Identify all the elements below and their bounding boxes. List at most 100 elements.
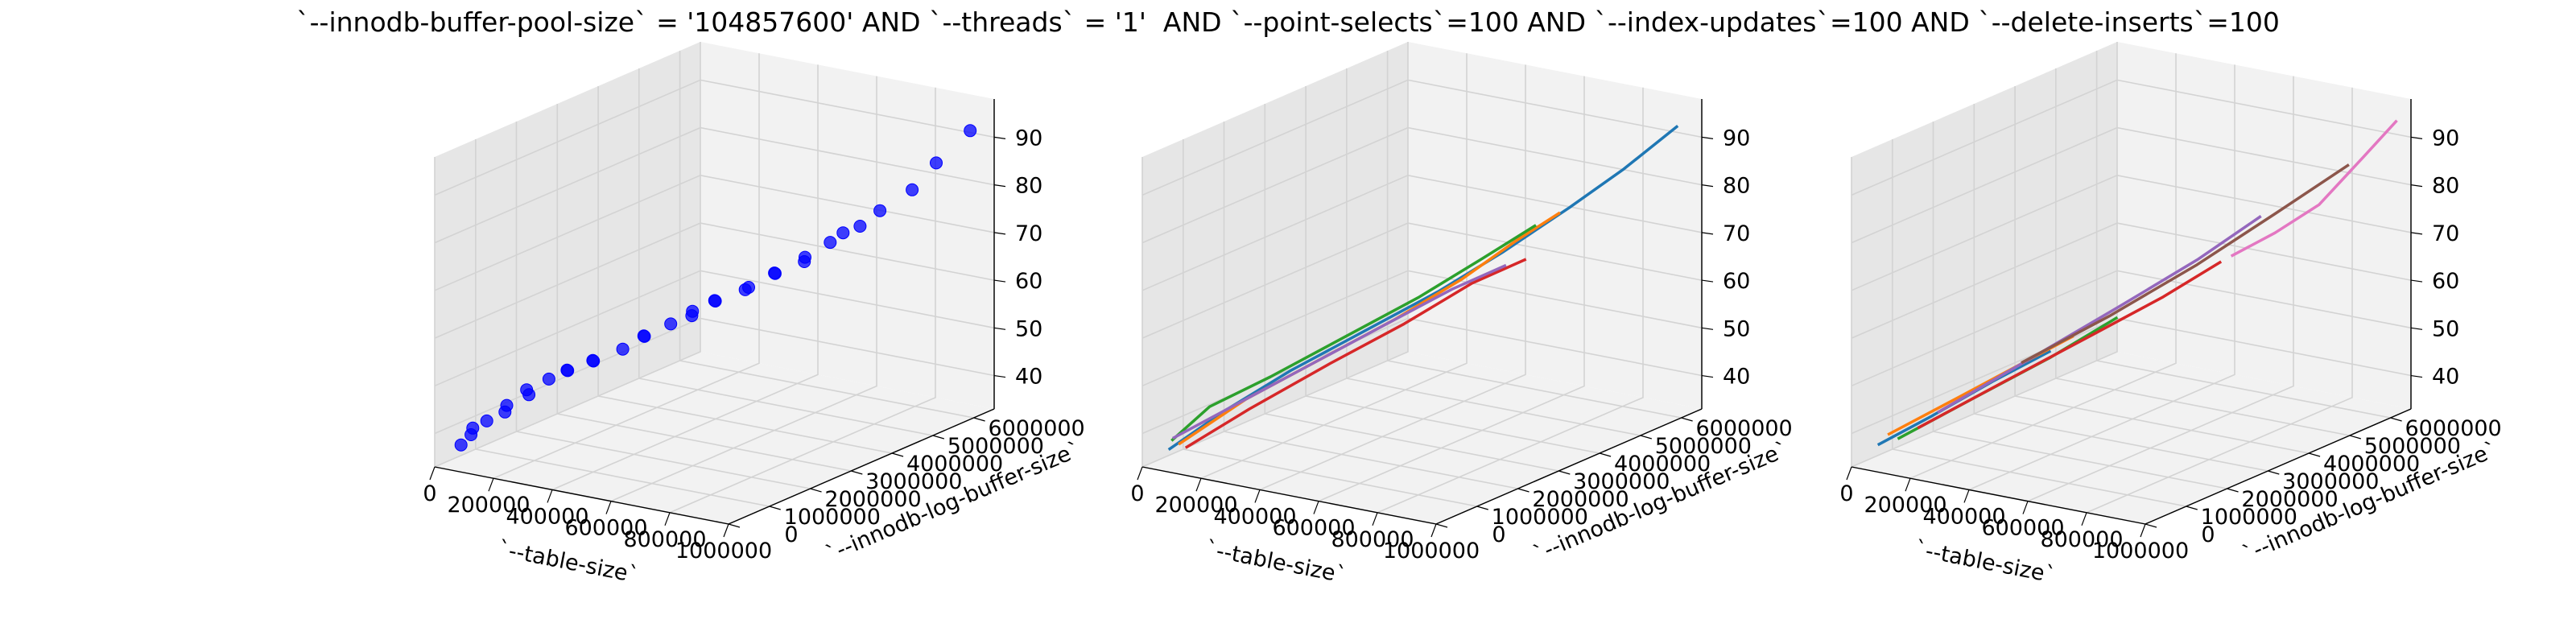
grid-line-y bbox=[2055, 68, 2350, 436]
back-pane bbox=[1408, 42, 1702, 409]
x-axis-label: `--table-size` bbox=[1203, 537, 1348, 588]
y-tick-label: 3000000 bbox=[1573, 469, 1670, 494]
y-tick-mark bbox=[2390, 417, 2402, 422]
z-tick-mark bbox=[2410, 184, 2423, 188]
x-tick-label: 200000 bbox=[1864, 493, 1946, 518]
y-tick-label: 5000000 bbox=[947, 434, 1044, 459]
x-tick-mark bbox=[429, 466, 436, 481]
x-tick-label: 200000 bbox=[447, 493, 530, 518]
z-tick-label: 60 bbox=[1015, 269, 1042, 294]
z-tick-label: 70 bbox=[1015, 221, 1042, 246]
grid-line-z bbox=[1851, 126, 2412, 244]
series-line-6 bbox=[2021, 163, 2350, 365]
grid-line-x bbox=[1968, 64, 2235, 491]
series-line-5 bbox=[1937, 215, 2262, 414]
data-point bbox=[873, 204, 887, 217]
y-tick-mark bbox=[932, 435, 945, 440]
y-tick-label: 2000000 bbox=[1532, 487, 1629, 512]
grid-line-y bbox=[1932, 122, 2227, 489]
data-point bbox=[664, 317, 678, 331]
y-tick-label: 4000000 bbox=[1614, 452, 1711, 477]
series-line-7 bbox=[2230, 119, 2398, 258]
grid-line-x bbox=[551, 64, 819, 491]
z-tick-label: 50 bbox=[1723, 316, 1750, 341]
z-tick-mark bbox=[993, 184, 1006, 188]
x-axis-line bbox=[434, 466, 729, 525]
y-tick-label: 0 bbox=[1492, 522, 1505, 547]
y-tick-label: 0 bbox=[2201, 522, 2215, 547]
grid-line-y bbox=[1183, 139, 1477, 507]
z-tick-mark bbox=[1701, 279, 1714, 283]
x-tick-mark bbox=[1430, 523, 1437, 538]
z-tick-mark bbox=[2410, 374, 2423, 378]
series-line-3 bbox=[1170, 224, 1537, 442]
grid-line-z bbox=[1851, 222, 2412, 339]
x-tick-mark bbox=[1963, 489, 1970, 503]
y-tick-label: 1000000 bbox=[2201, 505, 2297, 530]
x-tick-label: 1000000 bbox=[675, 539, 772, 564]
z-tick-label: 60 bbox=[1723, 269, 1750, 294]
x-tick-mark bbox=[1905, 477, 1911, 492]
x-tick-label: 1000000 bbox=[1383, 539, 1480, 564]
data-point bbox=[708, 295, 722, 308]
grid-line-x bbox=[434, 42, 701, 468]
x-axis-line bbox=[1141, 466, 1437, 525]
side-pane bbox=[1852, 42, 2117, 467]
chart-panel-2: 0 200000400000600000800000100000001000000… bbox=[1130, 42, 1793, 588]
z-tick-mark bbox=[2410, 136, 2423, 139]
y-tick-mark bbox=[1476, 506, 1488, 510]
x-tick-mark bbox=[1195, 477, 1202, 492]
y-tick-mark bbox=[891, 452, 904, 457]
y-tick-label: 3000000 bbox=[2282, 469, 2379, 494]
data-point bbox=[454, 438, 468, 452]
z-tick-mark bbox=[993, 136, 1006, 139]
y-tick-label: 6000000 bbox=[1695, 416, 1792, 441]
x-tick-mark bbox=[664, 512, 671, 526]
x-tick-mark bbox=[1372, 512, 1378, 526]
grid-line-z bbox=[1141, 79, 1703, 196]
y-tick-mark bbox=[851, 470, 863, 475]
grid-line-x bbox=[610, 76, 877, 502]
y-tick-label: 4000000 bbox=[906, 452, 1003, 477]
z-tick-label: 90 bbox=[1723, 126, 1750, 151]
x-tick-label: 800000 bbox=[623, 527, 706, 552]
chart-panel-3: 0 200000400000600000800000100000001000000… bbox=[1839, 42, 2502, 588]
x-tick-mark bbox=[2081, 512, 2087, 526]
data-point bbox=[824, 236, 837, 250]
x-tick-mark bbox=[1254, 489, 1261, 503]
z-tick-label: 80 bbox=[1015, 174, 1042, 199]
back-pane bbox=[2117, 42, 2411, 409]
data-point bbox=[587, 354, 601, 368]
z-tick-mark bbox=[1701, 136, 1714, 139]
y-tick-mark bbox=[1558, 470, 1571, 475]
data-point bbox=[520, 383, 534, 397]
y-tick-label: 2000000 bbox=[824, 487, 921, 512]
grid-line-y bbox=[556, 104, 852, 472]
grid-line-z bbox=[434, 270, 995, 387]
grid-line-z bbox=[434, 222, 995, 339]
data-point bbox=[930, 156, 943, 170]
side-pane bbox=[435, 42, 700, 467]
z-tick-label: 50 bbox=[1015, 316, 1042, 341]
x-axis-line bbox=[1851, 466, 2146, 525]
z-tick-mark bbox=[2410, 279, 2423, 283]
side-pane bbox=[1142, 42, 1408, 467]
grid-line-y bbox=[597, 86, 893, 454]
y-axis-line bbox=[2145, 408, 2412, 525]
data-point bbox=[466, 421, 480, 435]
grid-line-y bbox=[1223, 122, 1518, 489]
x-tick-label: 600000 bbox=[564, 516, 647, 541]
back-pane bbox=[700, 42, 994, 409]
y-tick-label: 3000000 bbox=[865, 469, 962, 494]
grid-line-z bbox=[1141, 270, 1703, 387]
data-point bbox=[768, 266, 782, 280]
grid-line-x bbox=[1377, 87, 1644, 514]
x-tick-mark bbox=[723, 523, 729, 538]
y-tick-mark bbox=[2186, 506, 2198, 510]
y-tick-mark bbox=[2308, 452, 2321, 457]
y-tick-label: 5000000 bbox=[2364, 434, 2461, 459]
grid-line-x bbox=[1200, 53, 1468, 479]
data-point bbox=[500, 398, 514, 412]
x-tick-label: 600000 bbox=[1981, 516, 2064, 541]
